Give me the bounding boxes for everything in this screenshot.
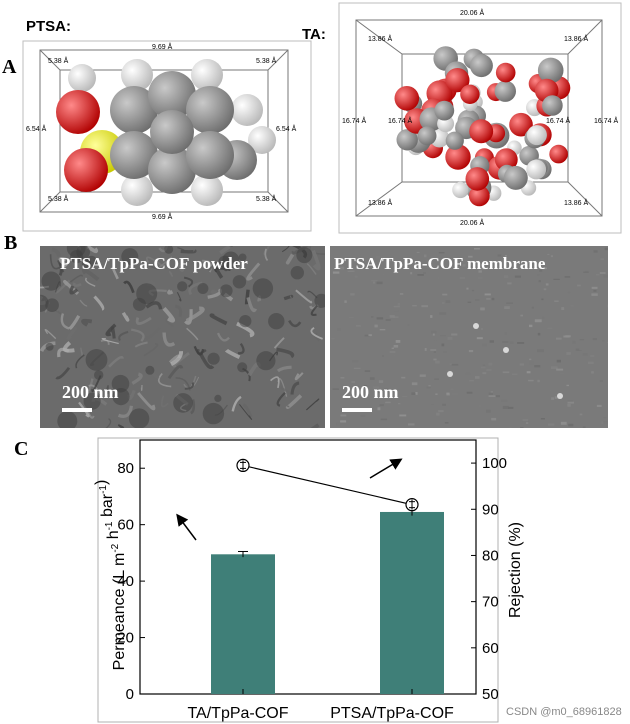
ta-title: TA: [302, 26, 326, 43]
ta-dim-corner-bl: 13.86 Å [368, 200, 393, 207]
ptsa-dim-corner-br: 5.38 Å [256, 196, 277, 203]
x-tick-label: PTSA/TpPa-COF [330, 705, 454, 722]
sem-image-membrane: PTSA/TpPa-COF membrane 200 nm [330, 246, 608, 428]
ptsa-bounding-box [22, 40, 312, 232]
ta-dim-corner-br: 13.86 Å [564, 200, 589, 207]
y-tick-label-right: 60 [482, 640, 499, 657]
ptsa-dim-left: 6.54 Å [26, 126, 47, 133]
y-tick-label-right: 100 [482, 455, 507, 472]
y-tick-label-left: 80 [117, 460, 134, 477]
arrow-to-right-axis [369, 458, 403, 479]
y-axis-label-permeance: Permeance (L m-2 h-1 bar-1) [93, 480, 128, 671]
ptsa-dim-corner-bl: 5.38 Å [48, 196, 69, 203]
bar-permeance [380, 511, 444, 694]
arrow-to-left-axis [176, 513, 197, 541]
ptsa-dim-top: 9.69 Å [152, 44, 173, 51]
ta-dim-inner-right: 16.74 Å [546, 118, 571, 125]
y-tick-label-left: 40 [117, 573, 134, 590]
sem-texture-powder [40, 246, 325, 428]
scale-bar-membrane [342, 408, 372, 412]
ta-dim-inner-left: 16.74 Å [388, 118, 413, 125]
ta-molecule-panel: 20.06 Å 20.06 Å 16.74 Å 16.74 Å 16.74 Å … [338, 2, 624, 236]
y-tick-label-left: 0 [126, 686, 134, 703]
ta-dim-left: 16.74 Å [342, 118, 367, 125]
chart-outer-border [97, 437, 499, 723]
rejection-line [242, 464, 413, 506]
ta-molecule [394, 46, 571, 207]
sem-image-powder: PTSA/TpPa-COF powder 200 nm [40, 246, 325, 428]
ptsa-title: PTSA: [26, 18, 71, 35]
y-tick-label-right: 90 [482, 501, 499, 518]
ptsa-dim-right: 6.54 Å [276, 126, 297, 133]
watermark: CSDN @m0_68961828 [506, 706, 622, 718]
ptsa-molecule [56, 59, 276, 206]
x-tick-label: TA/TpPa-COF [187, 705, 288, 722]
y-axis-label-rejection: Rejection (%) [507, 522, 524, 618]
panel-label-b: B [4, 232, 18, 254]
y-tick-label-left: 20 [117, 630, 134, 647]
y-tick-label-right: 70 [482, 594, 499, 611]
sem-texture-membrane [331, 247, 608, 428]
ta-dim-right: 16.74 Å [594, 118, 619, 125]
sem-title-powder: PTSA/TpPa-COF powder [60, 254, 248, 273]
plot-area-frame [139, 439, 477, 695]
panel-label-a: A [2, 56, 17, 78]
ptsa-dim-bottom: 9.69 Å [152, 214, 173, 221]
scale-bar-powder [62, 408, 92, 412]
y-tick-label-left: 60 [117, 517, 134, 534]
scale-label-powder: 200 nm [62, 382, 119, 402]
ta-dim-top: 20.06 Å [460, 10, 485, 17]
y-tick-label-right: 80 [482, 547, 499, 564]
ta-bounding-box [338, 2, 622, 234]
ta-dim-corner-tr: 13.86 Å [564, 36, 589, 43]
scale-label-membrane: 200 nm [342, 382, 399, 402]
ptsa-molecule-panel: 9.69 Å 9.69 Å 6.54 Å 6.54 Å 5.38 Å 5.38 … [22, 40, 314, 236]
ptsa-dim-corner-tl: 5.38 Å [48, 58, 69, 65]
panel-label-c: C [14, 438, 29, 460]
y-tick-label-right: 50 [482, 686, 499, 703]
sem-title-membrane: PTSA/TpPa-COF membrane [334, 254, 546, 273]
ta-dim-bottom: 20.06 Å [460, 220, 485, 227]
bar-permeance [211, 554, 275, 694]
permeance-rejection-chart: TA/TpPa-COF PTSA/TpPa-COF 0 20 40 60 80 50 60 70… [93, 437, 524, 723]
ptsa-dim-corner-tr: 5.38 Å [256, 58, 277, 65]
ta-dim-corner-tl: 13.86 Å [368, 36, 393, 43]
